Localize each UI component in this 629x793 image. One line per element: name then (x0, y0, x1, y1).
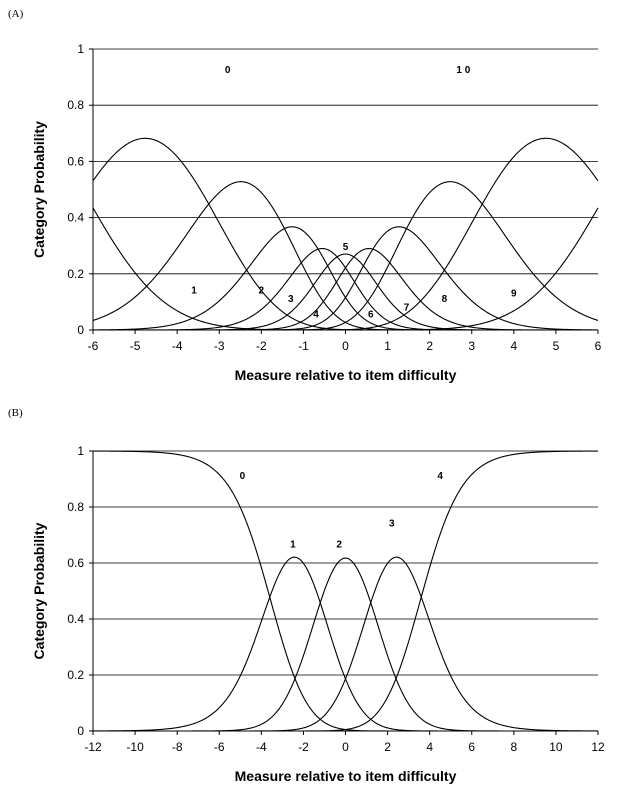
y-tick-label: 0.4 (67, 211, 84, 225)
x-tick-label: 10 (549, 740, 563, 754)
x-tick-label: 0 (342, 740, 349, 754)
x-axis-title: Measure relative to item difficulty (235, 367, 457, 383)
y-tick-label: 0.2 (67, 267, 84, 281)
curve-label: 3 (389, 519, 395, 530)
x-tick-label: 5 (553, 339, 560, 353)
chart-a: 0 0.2 0.4 0.6 0.8 1 -6 -5 -4 -3 -2 -1 0 1 2 3 4 5 6 Measure… (31, 42, 602, 383)
category-curve-6 (93, 247, 598, 331)
category-curve-5 (93, 253, 598, 331)
x-tick-label: -2 (256, 339, 267, 353)
category-curve-0 (92, 450, 598, 732)
x-tick-label: 12 (591, 740, 605, 754)
x-tick-label: 0 (342, 339, 349, 353)
x-tick-label: -1 (298, 339, 309, 353)
curve-label: 1 0 (456, 65, 470, 76)
x-tick-label: -3 (214, 339, 225, 353)
category-curve-10 (93, 207, 599, 331)
x-tick-label: -2 (298, 740, 309, 754)
curve-label: 1 (191, 285, 197, 296)
y-axis-title: Category Probability (31, 522, 47, 659)
y-tick-label: 0.6 (67, 154, 84, 168)
y-axis-title: Category Probability (31, 121, 47, 258)
curve-label: 3 (288, 294, 294, 305)
curve-label: 5 (343, 242, 349, 253)
category-curve-4 (93, 450, 599, 732)
y-tick-label: 0.2 (67, 668, 84, 682)
x-tick-label: 2 (384, 740, 391, 754)
curve-label: 0 (240, 471, 246, 482)
y-tick-label: 1 (77, 42, 84, 56)
y-tick-label: 0.4 (67, 612, 84, 626)
x-tick-label: 6 (468, 740, 475, 754)
x-tick-label: -4 (172, 339, 183, 353)
x-tick-label: -8 (172, 740, 183, 754)
y-tick-label: 0 (77, 724, 84, 738)
x-tick-label: 8 (510, 740, 517, 754)
category-curve-3 (93, 556, 599, 732)
x-tick-label: -5 (130, 339, 141, 353)
x-tick-label: 4 (510, 339, 517, 353)
x-tick-label: 4 (426, 740, 433, 754)
y-tick-label: 0.8 (67, 500, 84, 514)
panel-b-label: (B) (8, 407, 23, 419)
y-tick-label: 1 (77, 444, 84, 458)
category-curve-0 (92, 207, 598, 331)
x-tick-label: -6 (214, 740, 225, 754)
x-tick-label: 1 (384, 339, 391, 353)
curve-label: 2 (336, 540, 342, 551)
x-axis-title: Measure relative to item difficulty (235, 768, 457, 784)
y-tick-label: 0.6 (67, 556, 84, 570)
category-curve-2 (93, 557, 598, 732)
x-tick-label: -4 (256, 740, 267, 754)
y-tick-label: 0 (77, 323, 84, 337)
panel-a-label: (A) (8, 8, 24, 20)
x-tick-label: -10 (126, 740, 144, 754)
category-curve-8 (93, 181, 599, 331)
curve-label: 6 (368, 309, 374, 320)
curve-label: 9 (511, 288, 517, 299)
category-curve-2 (92, 181, 598, 331)
curve-label: 4 (437, 471, 443, 482)
y-tick-label: 0.8 (67, 98, 84, 112)
x-tick-label: 2 (426, 339, 433, 353)
category-curve-1 (92, 556, 598, 732)
curve-label: 7 (404, 302, 410, 313)
curve-label: 1 (290, 540, 296, 551)
curve-label: 4 (313, 309, 319, 320)
category-curve-4 (93, 247, 598, 331)
chart-b: 00.20.40.60.81-12 -10 -8 -6 -4 -2 0 2 4 6 8 10 12Mea… (31, 444, 605, 784)
category-curve-1 (92, 137, 598, 331)
x-tick-label: 6 (595, 339, 602, 353)
curve-label: 8 (442, 294, 448, 305)
curve-label: 2 (259, 285, 265, 296)
x-tick-label: -6 (88, 339, 99, 353)
x-tick-label: -12 (84, 740, 102, 754)
category-curve-9 (93, 137, 599, 331)
x-tick-label: 3 (468, 339, 475, 353)
curve-label: 0 (225, 65, 231, 76)
